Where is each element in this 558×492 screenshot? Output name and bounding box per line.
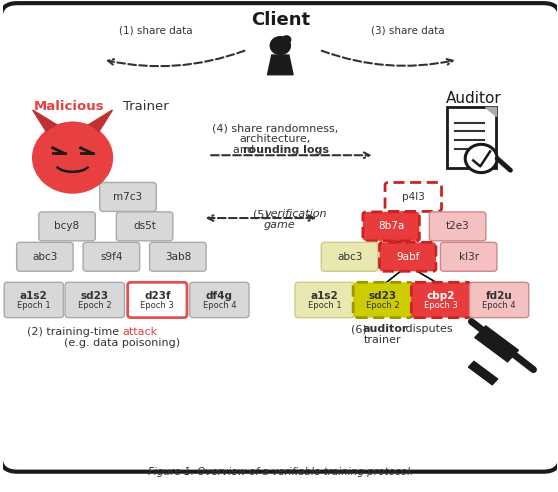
Text: a1s2: a1s2 xyxy=(311,291,339,301)
FancyBboxPatch shape xyxy=(17,243,73,271)
FancyBboxPatch shape xyxy=(440,243,497,271)
FancyBboxPatch shape xyxy=(190,282,249,318)
FancyBboxPatch shape xyxy=(150,243,206,271)
Polygon shape xyxy=(485,107,496,117)
Circle shape xyxy=(465,144,497,173)
Text: kl3r: kl3r xyxy=(459,252,479,262)
FancyBboxPatch shape xyxy=(321,243,378,271)
Text: Client: Client xyxy=(251,11,310,30)
Text: ds5t: ds5t xyxy=(133,221,156,231)
Text: 9abf: 9abf xyxy=(396,252,420,262)
Text: t2e3: t2e3 xyxy=(446,221,469,231)
Polygon shape xyxy=(33,110,61,132)
Circle shape xyxy=(33,123,113,193)
Text: and: and xyxy=(233,145,258,155)
Text: (2) training-time: (2) training-time xyxy=(27,327,122,337)
FancyBboxPatch shape xyxy=(1,3,558,472)
Text: (e.g. data poisoning): (e.g. data poisoning) xyxy=(64,338,180,348)
Text: 3ab8: 3ab8 xyxy=(165,252,191,262)
Text: (6): (6) xyxy=(350,324,370,335)
Text: attack: attack xyxy=(122,327,157,337)
Text: sd23: sd23 xyxy=(369,291,397,301)
Text: verification: verification xyxy=(264,209,326,219)
Text: Figure 1. Overview of a verifiable training protocol.: Figure 1. Overview of a verifiable train… xyxy=(148,467,413,477)
FancyBboxPatch shape xyxy=(100,183,156,212)
Polygon shape xyxy=(469,361,498,385)
Text: sd23: sd23 xyxy=(81,291,109,301)
Text: Epoch 2: Epoch 2 xyxy=(78,302,112,310)
Text: (3) share data: (3) share data xyxy=(371,25,445,35)
FancyBboxPatch shape xyxy=(128,282,187,318)
Polygon shape xyxy=(475,326,518,362)
Text: architecture,: architecture, xyxy=(239,134,310,144)
Text: a1s2: a1s2 xyxy=(20,291,47,301)
FancyBboxPatch shape xyxy=(65,282,124,318)
Text: p4l3: p4l3 xyxy=(402,192,425,202)
Circle shape xyxy=(282,36,291,43)
Text: Epoch 4: Epoch 4 xyxy=(482,302,516,310)
FancyBboxPatch shape xyxy=(83,243,140,271)
Text: game: game xyxy=(264,220,295,230)
FancyBboxPatch shape xyxy=(39,212,95,241)
FancyBboxPatch shape xyxy=(447,107,496,167)
FancyBboxPatch shape xyxy=(385,183,441,212)
Text: 8b7a: 8b7a xyxy=(378,221,404,231)
FancyBboxPatch shape xyxy=(411,282,470,318)
FancyBboxPatch shape xyxy=(295,282,354,318)
FancyBboxPatch shape xyxy=(117,212,173,241)
FancyBboxPatch shape xyxy=(469,282,529,318)
Text: Epoch 1: Epoch 1 xyxy=(17,302,51,310)
Text: rounding logs: rounding logs xyxy=(243,145,329,155)
Text: disputes: disputes xyxy=(402,324,453,335)
FancyBboxPatch shape xyxy=(429,212,486,241)
Text: bcy8: bcy8 xyxy=(55,221,80,231)
FancyBboxPatch shape xyxy=(363,212,420,241)
Text: abc3: abc3 xyxy=(337,252,362,262)
Text: fd2u: fd2u xyxy=(486,291,512,301)
FancyBboxPatch shape xyxy=(4,282,64,318)
Text: auditor: auditor xyxy=(362,324,408,335)
Text: Epoch 2: Epoch 2 xyxy=(366,302,400,310)
Text: (4) share randomness,: (4) share randomness, xyxy=(211,123,338,133)
Text: trainer: trainer xyxy=(364,335,402,345)
Text: Epoch 3: Epoch 3 xyxy=(141,302,174,310)
Text: cbp2: cbp2 xyxy=(427,291,455,301)
FancyBboxPatch shape xyxy=(379,243,436,271)
Text: abc3: abc3 xyxy=(32,252,57,262)
Text: Epoch 3: Epoch 3 xyxy=(424,302,458,310)
Circle shape xyxy=(270,37,290,55)
Polygon shape xyxy=(84,110,113,132)
Text: d23f: d23f xyxy=(144,291,171,301)
Circle shape xyxy=(39,123,107,183)
Text: Epoch 1: Epoch 1 xyxy=(308,302,341,310)
FancyBboxPatch shape xyxy=(353,282,412,318)
Text: Malicious: Malicious xyxy=(33,100,104,113)
Text: df4g: df4g xyxy=(206,291,233,301)
Text: Trainer: Trainer xyxy=(123,100,169,113)
Text: s9f4: s9f4 xyxy=(100,252,123,262)
Text: Auditor: Auditor xyxy=(446,92,502,106)
Text: m7c3: m7c3 xyxy=(113,192,142,202)
Text: Epoch 4: Epoch 4 xyxy=(203,302,236,310)
Text: (5): (5) xyxy=(253,209,272,219)
Polygon shape xyxy=(267,55,293,75)
Text: (1) share data: (1) share data xyxy=(119,25,193,35)
